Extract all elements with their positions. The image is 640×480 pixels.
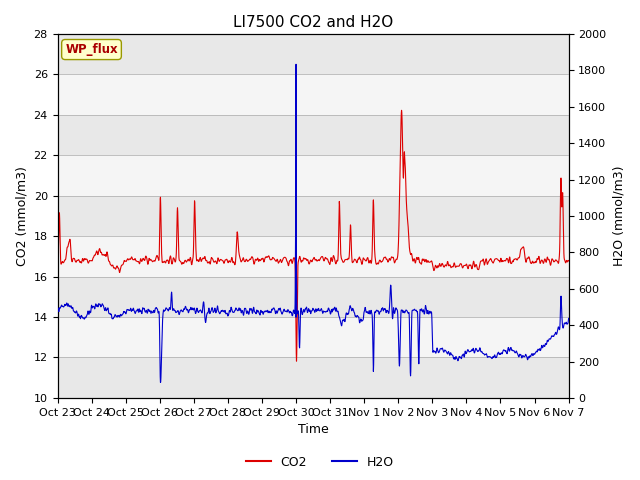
Title: LI7500 CO2 and H2O: LI7500 CO2 and H2O — [233, 15, 393, 30]
Y-axis label: CO2 (mmol/m3): CO2 (mmol/m3) — [15, 166, 28, 266]
Legend: CO2, H2O: CO2, H2O — [241, 451, 399, 474]
Text: WP_flux: WP_flux — [65, 43, 118, 56]
Bar — [58, 115, 568, 155]
Bar — [58, 155, 568, 196]
Bar — [58, 317, 568, 358]
Bar — [58, 34, 568, 74]
Bar — [58, 196, 568, 236]
Bar — [58, 276, 568, 317]
Bar — [58, 236, 568, 276]
Bar — [58, 74, 568, 115]
Y-axis label: H2O (mmol/m3): H2O (mmol/m3) — [612, 166, 625, 266]
X-axis label: Time: Time — [298, 423, 328, 436]
Bar — [58, 358, 568, 398]
